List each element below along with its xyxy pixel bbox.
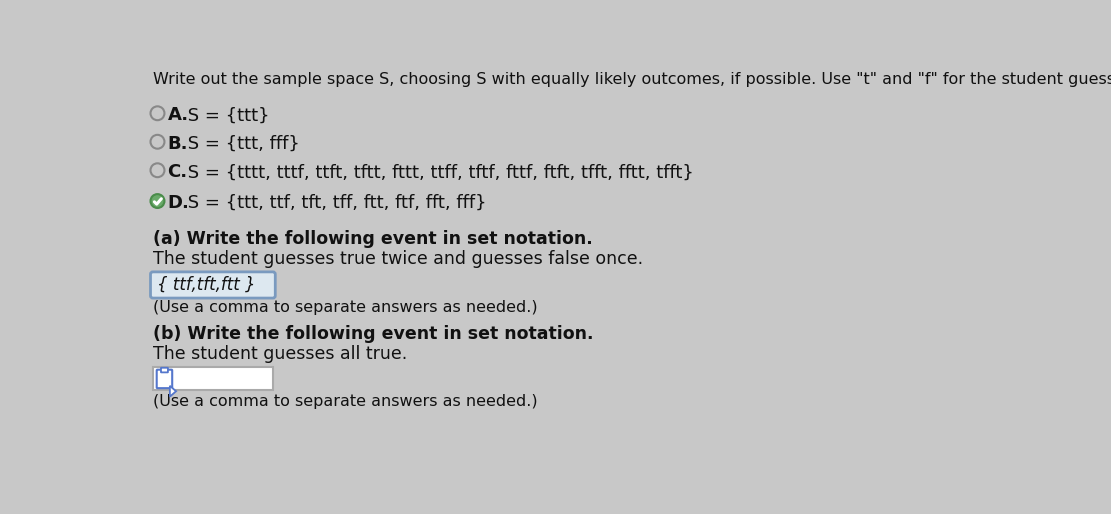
- Text: S = {ttt}: S = {ttt}: [182, 106, 270, 124]
- Text: A.: A.: [168, 106, 189, 124]
- Circle shape: [150, 194, 164, 208]
- FancyBboxPatch shape: [157, 370, 172, 388]
- Text: B.: B.: [168, 135, 188, 153]
- Text: (a) Write the following event in set notation.: (a) Write the following event in set not…: [153, 230, 592, 248]
- Text: S = {ttt, ttf, tft, tff, ftt, ftf, fft, fff}: S = {ttt, ttf, tft, tff, ftt, ftf, fft, …: [182, 194, 487, 212]
- Text: (b) Write the following event in set notation.: (b) Write the following event in set not…: [153, 325, 593, 343]
- Text: C.: C.: [168, 163, 188, 181]
- Text: S = {tttt, tttf, ttft, tftt, fttt, ttff, tftf, fttf, ftft, tfft, fftt, tfft}: S = {tttt, tttf, ttft, tftt, fttt, ttff,…: [182, 163, 694, 181]
- FancyBboxPatch shape: [150, 272, 276, 298]
- Text: Write out the sample space S, choosing S with equally likely outcomes, if possib: Write out the sample space S, choosing S…: [153, 72, 1111, 87]
- FancyBboxPatch shape: [153, 368, 273, 391]
- Text: The student guesses all true.: The student guesses all true.: [153, 345, 407, 363]
- Text: (Use a comma to separate answers as needed.): (Use a comma to separate answers as need…: [153, 300, 538, 315]
- Text: The student guesses true twice and guesses false once.: The student guesses true twice and guess…: [153, 250, 643, 268]
- Text: (Use a comma to separate answers as needed.): (Use a comma to separate answers as need…: [153, 394, 538, 409]
- Text: { ttf,tft,ftt }: { ttf,tft,ftt }: [158, 276, 257, 294]
- Text: S = {ttt, fff}: S = {ttt, fff}: [182, 135, 300, 153]
- Text: D.: D.: [168, 194, 189, 212]
- Polygon shape: [170, 386, 176, 397]
- FancyBboxPatch shape: [161, 368, 168, 372]
